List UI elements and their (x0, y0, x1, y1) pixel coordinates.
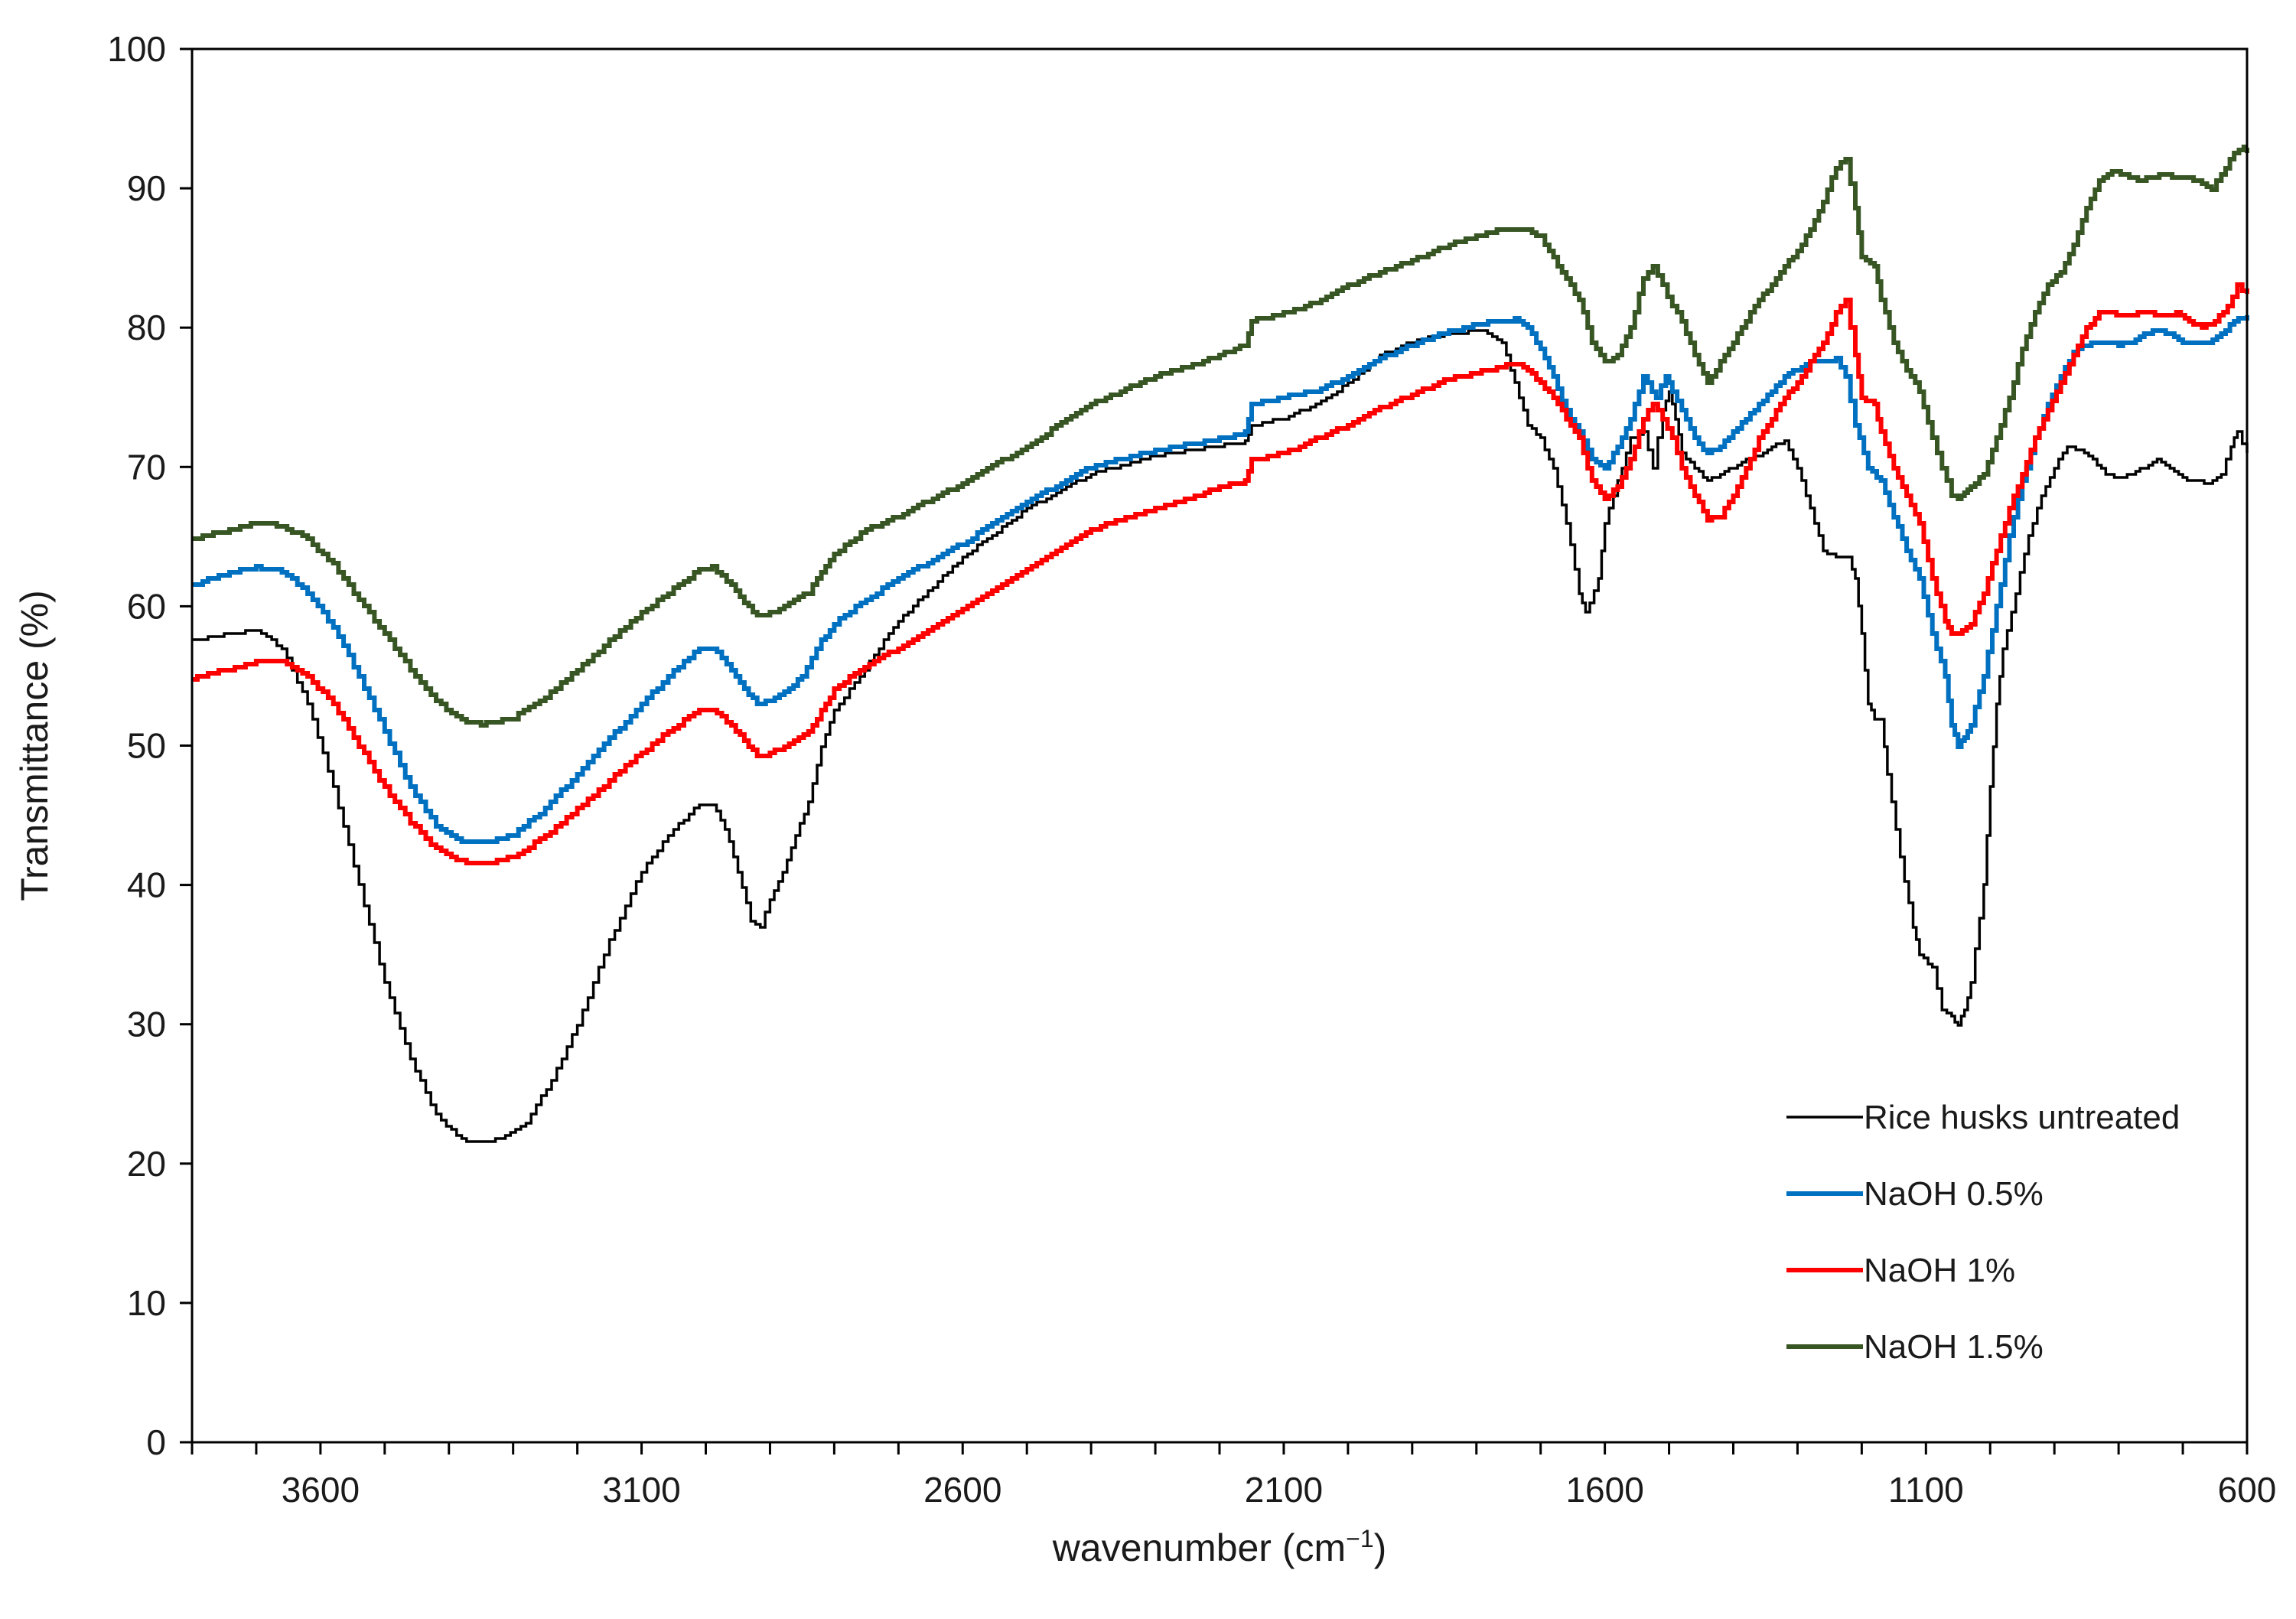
y-tick-label-40: 40 (127, 865, 166, 905)
y-tick-label-10: 10 (127, 1283, 166, 1323)
y-tick-label-0: 0 (146, 1422, 166, 1462)
legend-label-naoh-1-: NaOH 1% (1864, 1252, 2015, 1289)
x-axis: 3600 3100 2600 2100 1600 1100 600 (191, 1442, 2277, 1510)
x-tick-label-3600: 3600 (282, 1470, 360, 1510)
series-line-naoh-0-5- (192, 315, 2249, 844)
y-tick-label-20: 20 (127, 1144, 166, 1184)
x-tick-label-1100: 1100 (1888, 1470, 1964, 1510)
series-line-rice-husks-untreated (192, 329, 2249, 1143)
series-group (192, 145, 2249, 1143)
y-axis: 0 10 20 30 40 50 60 70 80 90 100 (107, 29, 192, 1462)
x-axis-title: wavenumber (cm−1) (1052, 1525, 1387, 1569)
legend: Rice husks untreated NaOH 0.5% NaOH 1% NaOH… (1786, 1099, 2180, 1366)
y-tick-label-90: 90 (127, 168, 166, 208)
x-tick-label-1600: 1600 (1565, 1470, 1643, 1510)
x-axis-title-superscript: −1 (1346, 1525, 1373, 1552)
x-tick-label-3100: 3100 (602, 1470, 680, 1510)
y-axis-title: Transmittance (%) (13, 590, 56, 901)
legend-label-naoh-1-5-: NaOH 1.5% (1864, 1328, 2044, 1366)
y-tick-label-100: 100 (107, 29, 166, 69)
x-tick-label-2100: 2100 (1245, 1470, 1323, 1510)
y-tick-label-70: 70 (127, 447, 166, 487)
y-tick-label-30: 30 (127, 1005, 166, 1044)
x-tick-label-600: 600 (2218, 1470, 2277, 1510)
y-tick-label-80: 80 (127, 308, 166, 347)
y-tick-label-50: 50 (127, 726, 166, 766)
legend-label-naoh-0-5-: NaOH 0.5% (1864, 1175, 2044, 1213)
x-tick-label-2600: 2600 (923, 1470, 1001, 1510)
x-axis-title-close: ) (1374, 1526, 1387, 1569)
legend-label-rice-husks-untreated: Rice husks untreated (1864, 1099, 2180, 1136)
y-tick-label-60: 60 (127, 586, 166, 626)
series-line-naoh-1-5- (192, 145, 2249, 728)
x-axis-title-main: wavenumber (cm (1052, 1526, 1346, 1569)
series-line-naoh-1- (192, 282, 2249, 865)
